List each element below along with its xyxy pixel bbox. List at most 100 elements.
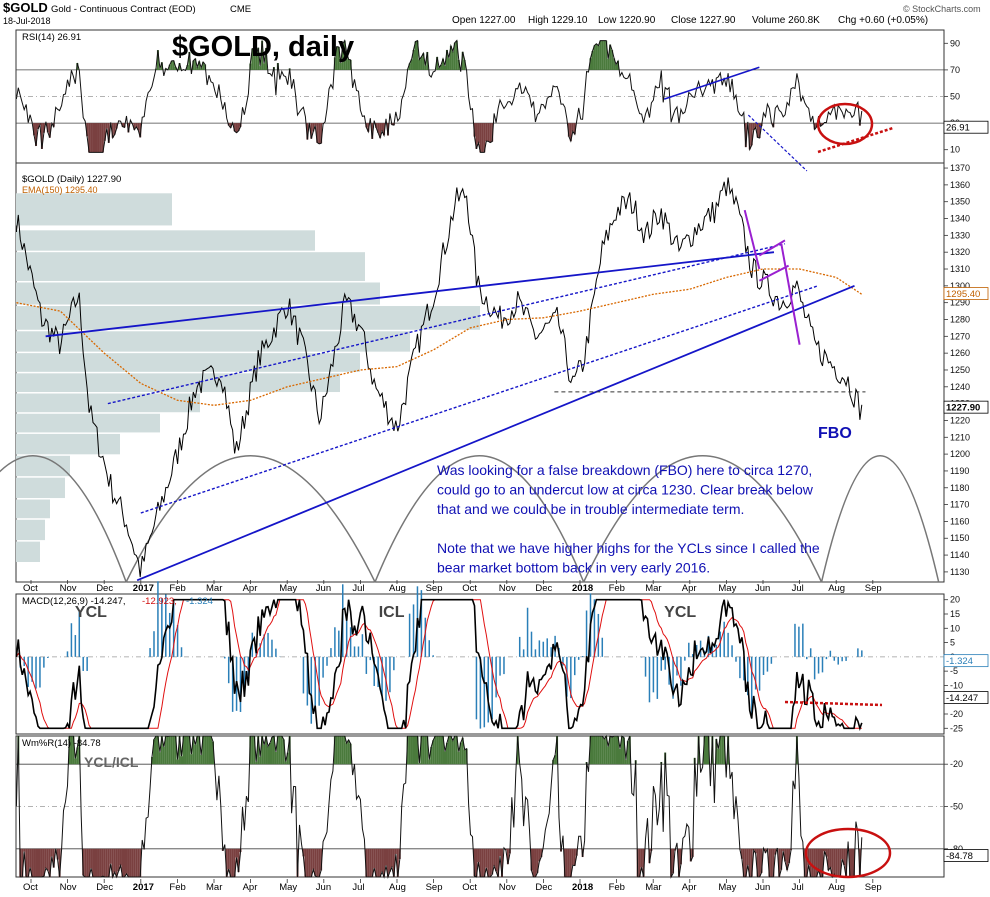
flag-bottom <box>758 264 790 282</box>
x-tick-label: Nov <box>499 882 516 893</box>
trendline-channel-bottom <box>136 285 855 582</box>
divergence-annotations <box>784 102 894 879</box>
macd-label-hist: -1.324 <box>186 596 213 607</box>
ema-label: EMA(150) 1295.40 <box>22 185 98 195</box>
volume-profile <box>16 193 480 562</box>
cycle-arc <box>125 455 376 583</box>
rsi-circle <box>816 102 874 146</box>
x-tick-label: May <box>718 583 736 594</box>
rsi-divergence-line <box>817 126 894 154</box>
x-tick-label: Nov <box>60 583 77 594</box>
volume-profile-bar <box>16 230 315 251</box>
annotation-line: bear market bottom back in very early 20… <box>437 560 710 576</box>
trendlines <box>45 66 855 582</box>
trendline-dotted-upper <box>107 243 786 405</box>
header-open: Open 1227.00 <box>452 15 516 26</box>
macd-tick-label: 5 <box>950 638 955 648</box>
willr-circle <box>804 827 892 879</box>
header-volume: Volume 260.8K <box>752 15 820 26</box>
annotation-line: Was looking for a false breakdown (FBO) … <box>437 462 812 478</box>
macd-tick-label: -20 <box>950 709 963 719</box>
ema-line <box>16 268 863 406</box>
x-tick-label: Sep <box>865 882 882 893</box>
volume-profile-bar <box>16 306 480 330</box>
header-close: Close 1227.90 <box>671 15 736 26</box>
x-tick-label: Sep <box>426 583 443 594</box>
bear-flag <box>743 209 801 345</box>
macd-tick-label: -5 <box>950 666 958 676</box>
macd-value-tag-box <box>943 691 989 704</box>
price-tick-label: 1180 <box>950 483 969 493</box>
x-tick-label: Mar <box>645 882 661 893</box>
cycle-label: YCL <box>75 604 107 621</box>
x-tick-label: Mar <box>645 583 661 594</box>
willr-tick-label: -20 <box>950 759 963 769</box>
x-tick-label: Sep <box>865 583 882 594</box>
x-tick-label: Apr <box>243 882 258 893</box>
macd-tick-label: 20 <box>950 595 960 605</box>
x-tick-label: Jul <box>792 882 804 893</box>
volume-profile-bar <box>16 193 172 226</box>
ema-value-tag: 1295.40 <box>946 289 980 300</box>
x-tick-label: Dec <box>96 583 113 594</box>
willr-tick-label: -50 <box>950 802 963 812</box>
x-tick-label: Feb <box>169 882 185 893</box>
x-tick-label: Nov <box>499 583 516 594</box>
x-tick-label: Jul <box>792 583 804 594</box>
x-tick-label: Feb <box>609 583 625 594</box>
price-tick-label: 1250 <box>950 365 970 375</box>
x-axis-price: Oct Nov Dec 2017 Feb Mar Apr May Jun Jul Aug Sep Oct… <box>23 580 882 594</box>
volume-profile-bar <box>16 252 365 281</box>
flag-top <box>758 239 786 257</box>
macd-tick-label: -10 <box>950 680 963 690</box>
annotation-line: Note that we have higher highs for the Y… <box>437 540 820 556</box>
x-tick-label: Aug <box>828 583 845 594</box>
header-name: Gold - Continuous Contract (EOD) <box>51 4 196 15</box>
flag-pole <box>743 209 761 270</box>
x-tick-label: 2018 <box>572 882 593 893</box>
x-tick-label: Jul <box>352 583 364 594</box>
x-tick-label: Jun <box>316 583 331 594</box>
x-tick-label: May <box>279 882 297 893</box>
price-tick-label: 1220 <box>950 415 970 425</box>
price-tick-label: 1160 <box>950 516 969 526</box>
x-tick-label: Mar <box>206 583 222 594</box>
x-tick-label: Dec <box>535 882 552 893</box>
x-tick-label: May <box>718 882 736 893</box>
price-tick-label: 1320 <box>950 247 970 257</box>
x-tick-label: Sep <box>426 882 443 893</box>
price-tick-label: 1260 <box>950 348 970 358</box>
price-tick-label: 1240 <box>950 382 970 392</box>
x-tick-label: Jul <box>352 882 364 893</box>
volume-profile-bar <box>16 455 70 477</box>
rsi-tick-label: 50 <box>950 92 960 102</box>
willr-value-tag: -84.78 <box>946 851 973 862</box>
annotation-text: Was looking for a false breakdown (FBO) … <box>437 462 820 576</box>
price-label: $GOLD (Daily) 1227.90 <box>22 174 121 185</box>
price-tick-label: 1340 <box>950 214 970 224</box>
price-tick-label: 1190 <box>950 466 969 476</box>
willr-value-tag-box <box>943 849 989 862</box>
price-tick-label: 1140 <box>950 550 969 560</box>
cycle-arc <box>374 455 585 583</box>
price-tick-label: 1310 <box>950 264 970 274</box>
cycle-label: ICL <box>379 604 405 621</box>
rsi-value-tag-box <box>943 120 989 134</box>
macd-hist-value-tag: -1.324 <box>946 656 973 667</box>
macd-label-main: MACD(12,26,9) -14.247, <box>22 596 126 607</box>
willr-label: Wm%R(14) -84.78 <box>22 738 101 749</box>
chart-title: $GOLD, daily <box>172 31 354 63</box>
cycle-arcs <box>0 455 940 583</box>
price-tick-label: 1290 <box>950 298 970 308</box>
volume-profile-bar <box>16 541 40 562</box>
macd-tick-label: 10 <box>950 623 960 633</box>
x-tick-label: Nov <box>60 882 77 893</box>
rsi-tick-label: 70 <box>950 65 960 75</box>
price-line <box>15 177 863 578</box>
volume-profile-bar <box>16 477 65 499</box>
rsi-label: RSI(14) 26.91 <box>22 32 81 43</box>
price-tick-label: 1130 <box>950 567 969 577</box>
x-tick-label: Aug <box>389 882 406 893</box>
header-change: Chg +0.60 (+0.05%) <box>838 15 928 26</box>
